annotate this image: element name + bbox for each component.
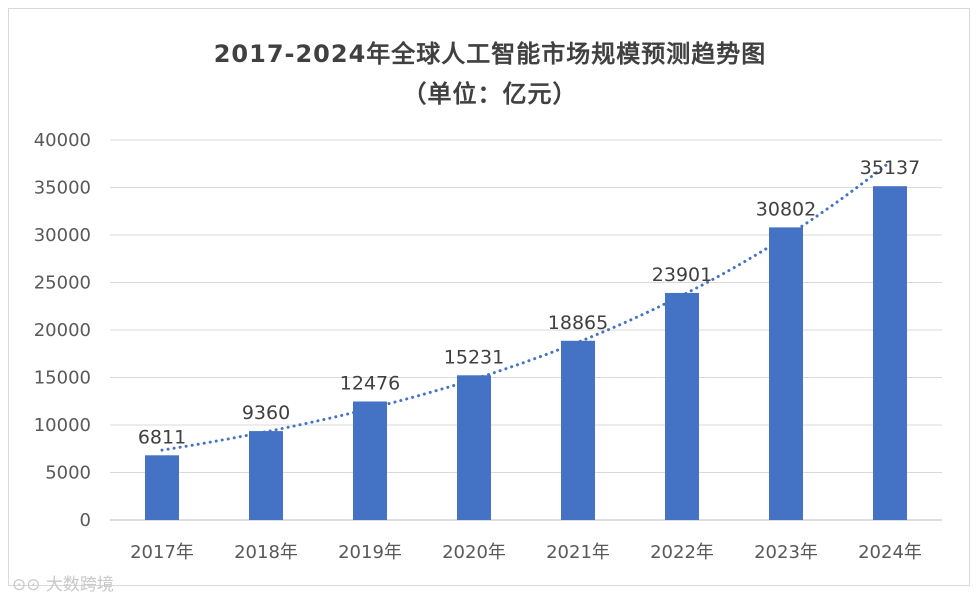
y-tick-label: 35000 — [34, 178, 91, 199]
x-tick-label: 2018年 — [234, 542, 298, 563]
x-tick-label: 2022年 — [650, 542, 714, 563]
chart-subtitle: （单位：亿元） — [402, 80, 578, 108]
data-label: 35137 — [860, 157, 920, 179]
y-tick-label: 40000 — [34, 130, 91, 151]
y-tick-label: 15000 — [34, 368, 91, 389]
data-label: 18865 — [548, 312, 608, 334]
x-tick-label: 2021年 — [546, 542, 610, 563]
y-tick-label: 25000 — [34, 273, 91, 294]
watermark-text: 大数跨境 — [45, 575, 114, 595]
x-tick-label: 2023年 — [754, 542, 818, 563]
x-tick-label: 2024年 — [858, 542, 922, 563]
x-tick-label: 2020年 — [442, 542, 506, 563]
bar-2022年 — [665, 292, 699, 520]
bar-2021年 — [561, 340, 595, 520]
bar-2023年 — [769, 227, 803, 521]
y-tick-label: 10000 — [34, 415, 91, 436]
y-tick-label: 0 — [80, 510, 91, 531]
data-label: 23901 — [652, 264, 712, 286]
data-label: 30802 — [756, 198, 816, 220]
data-label: 12476 — [340, 372, 400, 394]
y-tick-label: 30000 — [34, 225, 91, 246]
bar-2017年 — [145, 455, 179, 520]
trendline — [160, 160, 892, 452]
y-tick-label: 20000 — [34, 320, 91, 341]
data-label: 15231 — [444, 346, 504, 368]
bar-2018年 — [249, 431, 283, 520]
weibo-logo-icon: ⊙⊙ — [12, 575, 41, 595]
x-tick-label: 2019年 — [338, 542, 402, 563]
bar-2024年 — [873, 186, 907, 521]
chart-title: 2017-2024年全球人工智能市场规模预测趋势图 — [213, 40, 767, 68]
bar-2020年 — [457, 375, 491, 520]
bar-2019年 — [353, 401, 387, 520]
watermark: ⊙⊙ 大数跨境 — [12, 570, 114, 595]
data-label: 9360 — [242, 402, 290, 424]
x-tick-label: 2017年 — [130, 542, 194, 563]
y-tick-label: 5000 — [45, 463, 91, 484]
data-label: 6811 — [138, 426, 186, 448]
